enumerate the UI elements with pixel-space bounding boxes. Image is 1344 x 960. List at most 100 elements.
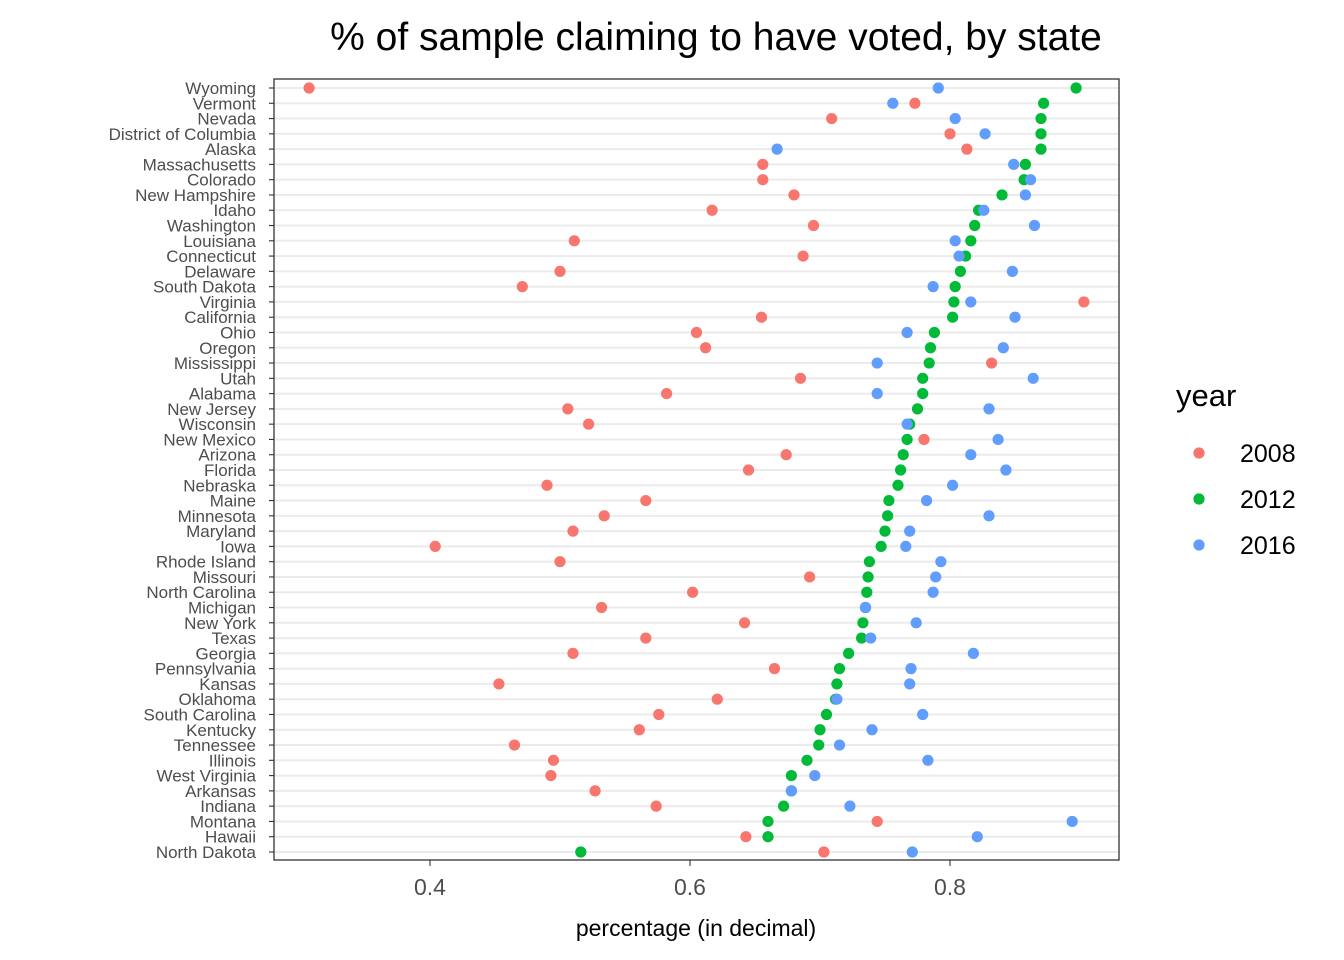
point-2012-hawaii: [762, 831, 774, 843]
point-2008-alaska: [961, 143, 973, 155]
point-2012-south-carolina: [820, 708, 833, 721]
y-tick-label: Vermont: [193, 94, 257, 113]
point-2016-nevada: [949, 112, 961, 125]
point-2008-idaho: [706, 204, 718, 216]
point-2008-pennsylvania: [768, 663, 781, 675]
point-2008-illinois: [547, 754, 560, 766]
point-2012-ohio: [928, 326, 941, 339]
point-2016-indiana: [844, 800, 856, 812]
point-2012-nevada: [1035, 112, 1047, 125]
point-2016-virginia: [965, 296, 977, 308]
point-2008-new-jersey: [562, 403, 574, 415]
point-2008-nebraska: [541, 479, 553, 491]
y-tick-label: Oklahoma: [179, 690, 257, 709]
point-2016-pennsylvania: [905, 663, 917, 675]
point-2008-ohio: [690, 326, 703, 339]
point-2012-texas: [856, 632, 868, 644]
point-2008-colorado: [757, 174, 769, 186]
point-2008-mississippi: [986, 357, 998, 369]
point-2008-alabama: [661, 388, 673, 400]
point-2016-louisiana: [949, 235, 961, 247]
point-2016-new-york: [910, 617, 922, 629]
point-2008-new-mexico: [918, 433, 930, 446]
legend-label-2012: 2012: [1240, 486, 1296, 514]
y-tick-label: Illinois: [209, 751, 256, 770]
point-2008-indiana: [650, 800, 662, 812]
point-2012-indiana: [778, 800, 790, 812]
y-tick-label: New Mexico: [163, 430, 256, 449]
point-2008-louisiana: [568, 235, 580, 247]
point-2008-washington: [807, 219, 820, 232]
y-tick-label: Mississippi: [174, 354, 256, 373]
point-2016-oregon: [997, 342, 1009, 354]
point-2012-iowa: [875, 540, 887, 553]
point-2016-alabama: [871, 388, 883, 400]
point-2012-minnesota: [882, 510, 894, 522]
point-2016-iowa: [900, 540, 912, 553]
point-2008-nevada: [826, 112, 838, 125]
point-2008-maryland: [567, 525, 579, 537]
point-2012-arizona: [897, 449, 909, 461]
point-2016-kentucky: [866, 724, 878, 736]
point-2012-mississippi: [923, 357, 935, 369]
point-2008-tennessee: [508, 739, 521, 751]
y-tick-label: Washington: [167, 217, 256, 236]
point-2008-delaware: [554, 265, 566, 277]
gridlines: [274, 87, 1119, 853]
point-2012-new-hampshire: [996, 189, 1008, 201]
point-2016-missouri: [930, 571, 942, 583]
point-2016-ohio: [901, 326, 913, 339]
x-axis-title: percentage (in decimal): [576, 915, 816, 941]
y-tick-label: Indiana: [200, 797, 256, 816]
point-2012-montana: [762, 815, 774, 828]
point-2012-kentucky: [814, 724, 826, 736]
point-2016-kansas: [904, 678, 916, 690]
y-tick-label: Michigan: [188, 599, 256, 618]
point-2016-texas: [865, 632, 877, 644]
y-tick-label: Utah: [220, 369, 256, 388]
point-2008-south-carolina: [653, 708, 665, 721]
point-2016-illinois: [922, 754, 934, 766]
y-tick-label: South Dakota: [153, 278, 257, 297]
point-2016-oklahoma: [831, 693, 843, 705]
y-tick-label: Pennsylvania: [155, 660, 257, 679]
y-tick-label: North Dakota: [156, 843, 257, 862]
x-tick-label: 0.4: [414, 874, 446, 900]
point-2012-virginia: [948, 296, 960, 308]
point-2012-new-mexico: [901, 433, 913, 446]
point-2012-florida: [895, 464, 907, 476]
point-2016-florida: [1000, 464, 1012, 476]
point-2016-montana: [1066, 815, 1078, 828]
y-tick-label: Rhode Island: [156, 553, 256, 572]
point-2008-connecticut: [797, 250, 809, 262]
y-tick-label: Maryland: [186, 522, 256, 541]
point-2012-north-dakota: [575, 846, 587, 858]
x-axis: 0.4 0.6 0.8: [414, 860, 966, 900]
point-2008-california: [755, 311, 768, 323]
point-2016-georgia: [967, 647, 980, 659]
y-tick-label: New Jersey: [167, 400, 256, 419]
point-2016-west-virginia: [809, 770, 821, 782]
point-2008-arizona: [780, 449, 792, 461]
point-2016-mississippi: [871, 357, 883, 369]
point-2008-south-dakota: [516, 281, 528, 293]
point-2016-nebraska: [947, 479, 959, 491]
y-tick-label: Maine: [210, 492, 256, 511]
x-tick-label: 0.6: [674, 874, 706, 900]
point-2012-maryland: [879, 525, 891, 537]
y-tick-label: South Carolina: [144, 705, 257, 724]
y-tick-label: New York: [184, 614, 256, 633]
point-2016-wyoming: [932, 82, 944, 94]
point-2012-georgia: [843, 647, 855, 659]
point-2008-georgia: [567, 647, 579, 659]
y-tick-label: Kansas: [199, 675, 256, 694]
point-2016-new-mexico: [992, 433, 1004, 446]
point-2016-michigan: [859, 601, 872, 614]
y-tick-label: Arizona: [198, 446, 256, 465]
point-2008-north-carolina: [687, 586, 699, 598]
point-2016-hawaii: [971, 831, 983, 843]
legend-key-2008: [1193, 447, 1205, 459]
point-2008-michigan: [596, 601, 608, 614]
point-2012-alabama: [917, 388, 929, 400]
